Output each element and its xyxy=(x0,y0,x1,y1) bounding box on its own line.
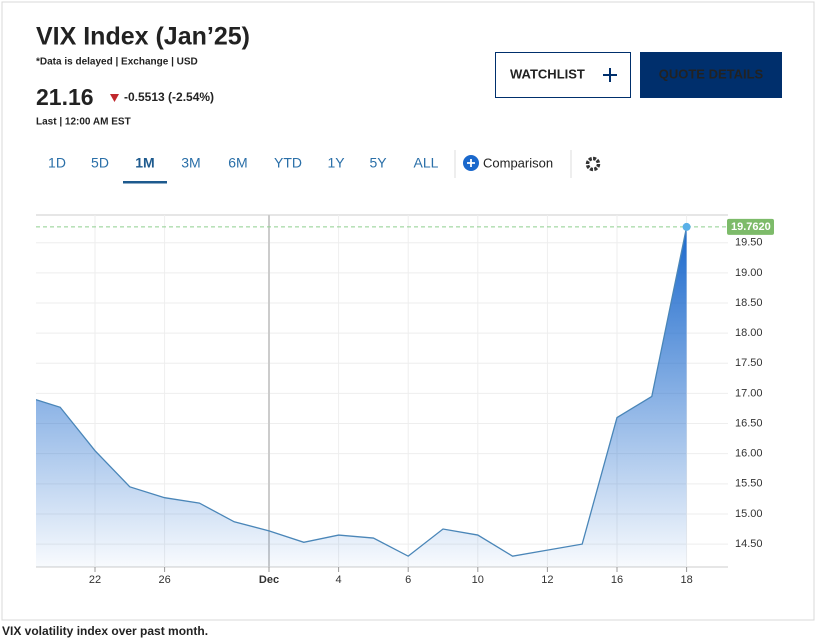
range-button[interactable]: 6M xyxy=(228,155,247,171)
x-tick-label: 26 xyxy=(158,574,170,586)
x-tick-label: Dec xyxy=(259,574,279,586)
range-button[interactable]: 5Y xyxy=(369,155,387,171)
price: 21.16 xyxy=(36,84,94,110)
caption: VIX volatility index over past month. xyxy=(2,624,208,638)
range-button[interactable]: 1M xyxy=(135,155,154,171)
quote-button[interactable] xyxy=(640,52,782,98)
y-tick-label: 18.00 xyxy=(735,327,763,339)
last-value-badge xyxy=(727,218,774,235)
quote-label: QUOTE DETAILS xyxy=(659,66,764,81)
last-time: Last | 12:00 AM EST xyxy=(36,117,131,128)
range-button[interactable]: 3M xyxy=(181,155,200,171)
y-tick-label: 19.50 xyxy=(735,237,763,249)
title: VIX Index (Jan’25) xyxy=(36,23,250,51)
plus-icon xyxy=(603,68,617,82)
down-arrow xyxy=(110,94,119,102)
x-tick-label: 4 xyxy=(336,574,342,586)
x-tick-label: 16 xyxy=(611,574,623,586)
x-tick-label: 10 xyxy=(472,574,484,586)
range-button[interactable]: 1Y xyxy=(327,155,345,171)
y-tick-label: 17.00 xyxy=(735,387,763,399)
range-button[interactable]: YTD xyxy=(274,155,302,171)
change: -0.5513 (-2.54%) xyxy=(124,90,214,104)
range-button[interactable]: ALL xyxy=(414,155,439,171)
x-tick-label: 18 xyxy=(680,574,692,586)
subtitle: *Data is delayed | Exchange | USD xyxy=(36,57,198,68)
plot xyxy=(36,226,688,567)
widget-border xyxy=(1,1,815,621)
line xyxy=(36,226,688,557)
y-tick-label: 14.50 xyxy=(735,538,763,550)
y-tick-label: 16.50 xyxy=(735,417,763,429)
last-value-label: 19.7620 xyxy=(731,221,771,233)
y-tick-label: 19.00 xyxy=(735,267,763,279)
comparison-plus xyxy=(467,159,475,167)
x-tick-label: 22 xyxy=(89,574,101,586)
x-tick-label: 12 xyxy=(541,574,553,586)
y-tick-label: 16.00 xyxy=(735,448,763,460)
y-tick-label: 15.50 xyxy=(735,478,763,490)
settings-icon[interactable] xyxy=(585,156,601,172)
y-tick-label: 15.00 xyxy=(735,508,763,520)
last-point xyxy=(682,222,691,231)
x-tick-label: 6 xyxy=(405,574,411,586)
area xyxy=(36,226,687,567)
range-button[interactable]: 5D xyxy=(91,155,109,171)
range-button[interactable]: 1D xyxy=(48,155,66,171)
y-tick-label: 18.50 xyxy=(735,297,763,309)
comparison[interactable]: Comparison xyxy=(483,155,553,170)
y-tick-label: 17.50 xyxy=(735,357,763,369)
watchlist-label: WATCHLIST xyxy=(510,66,585,81)
active-underline xyxy=(123,181,167,184)
